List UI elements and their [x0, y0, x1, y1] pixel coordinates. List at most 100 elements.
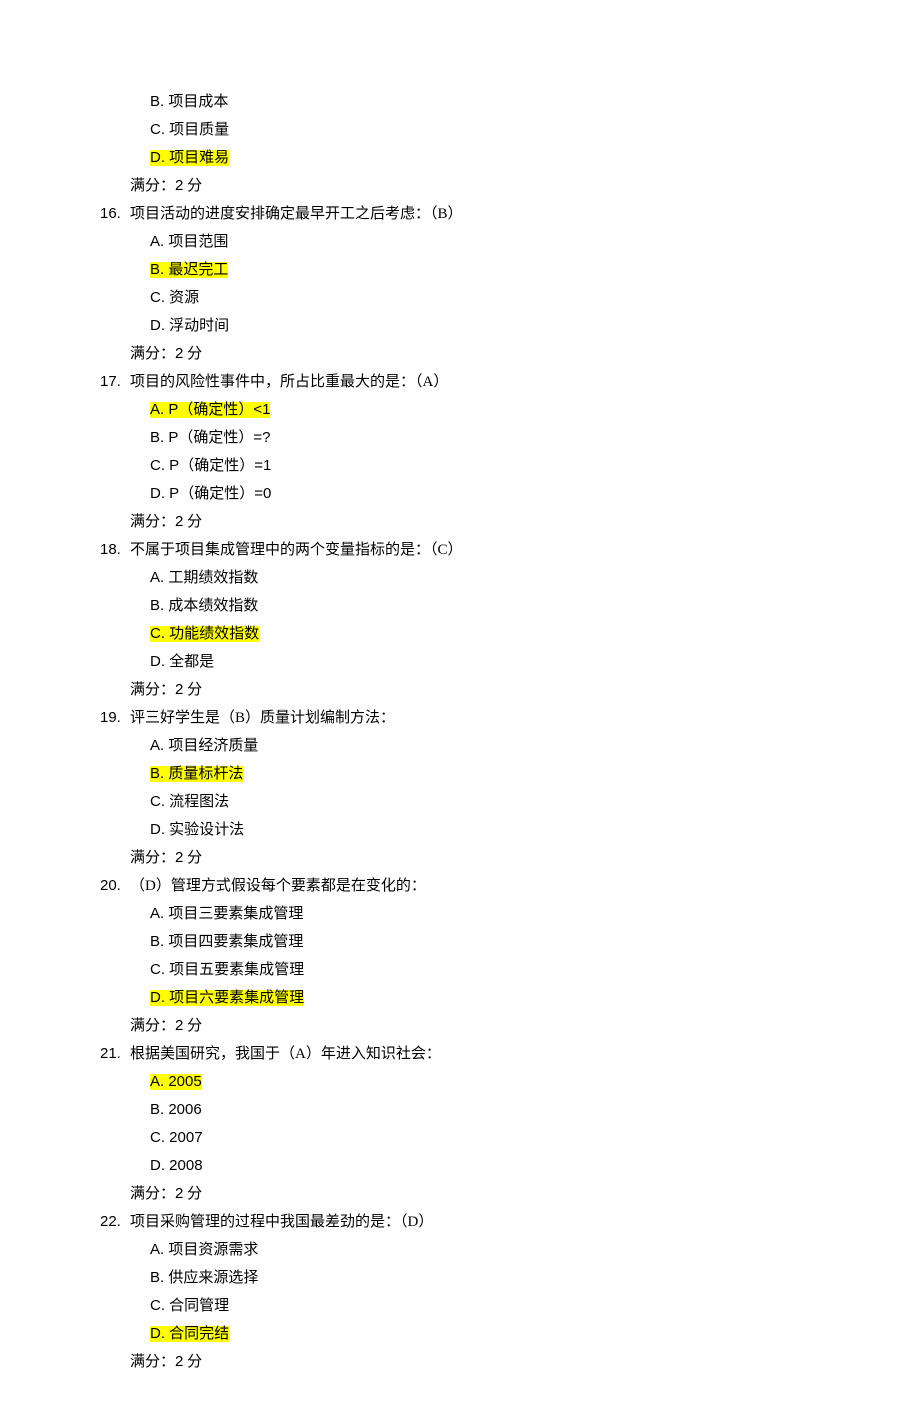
question-stem: 21. 根据美国研究，我国于（A）年进入知识社会： — [100, 1040, 920, 1068]
option-label: D. — [150, 989, 169, 1006]
option-label: B. — [150, 261, 168, 278]
option-text: 项目四要素集成管理 — [168, 934, 303, 950]
option: D. 项目难易 — [100, 144, 920, 172]
option: A. 项目三要素集成管理 — [100, 900, 920, 928]
question-stem: 17. 项目的风险性事件中，所占比重最大的是：（A） — [100, 368, 920, 396]
score-line: 满分：2 分 — [100, 172, 920, 200]
option: D. 浮动时间 — [100, 312, 920, 340]
option-label: B. — [150, 429, 168, 446]
option-text: 实验设计法 — [169, 822, 244, 838]
question-stem: 22. 项目采购管理的过程中我国最差劲的是：（D） — [100, 1208, 920, 1236]
option-label: A. — [150, 1073, 168, 1090]
score-line: 满分：2 分 — [100, 1012, 920, 1040]
option-label: B. — [150, 1269, 168, 1286]
option: B. 供应来源选择 — [100, 1264, 920, 1292]
question-number: 20. — [100, 872, 130, 899]
option-text: 浮动时间 — [169, 318, 229, 334]
option-label: D. — [150, 1157, 169, 1174]
option: D. P（确定性）=0 — [100, 480, 920, 508]
option-text: P（确定性）=1 — [169, 458, 271, 474]
option: B. 最迟完工 — [100, 256, 920, 284]
question-number: 22. — [100, 1208, 130, 1235]
option-label: D. — [150, 485, 169, 502]
option-label: C. — [150, 793, 169, 810]
option: B. 质量标杆法 — [100, 760, 920, 788]
option-label: D. — [150, 317, 169, 334]
question-text: 项目活动的进度安排确定最早开工之后考虑：（B） — [130, 206, 463, 222]
question-number: 18. — [100, 536, 130, 563]
option: A. 项目资源需求 — [100, 1236, 920, 1264]
question-text: （D）管理方式假设每个要素都是在变化的： — [130, 878, 426, 894]
option: D. 全都是 — [100, 648, 920, 676]
option: C. P（确定性）=1 — [100, 452, 920, 480]
document-body: B. 项目成本C. 项目质量D. 项目难易满分：2 分16. 项目活动的进度安排… — [100, 88, 920, 1376]
option: A. 工期绩效指数 — [100, 564, 920, 592]
option: B. 2006 — [100, 1096, 920, 1124]
option-label: A. — [150, 401, 168, 418]
option-label: C. — [150, 121, 169, 138]
option-label: B. — [150, 765, 168, 782]
score-line: 满分：2 分 — [100, 1348, 920, 1376]
option: B. 项目成本 — [100, 88, 920, 116]
option-text: 项目资源需求 — [168, 1242, 258, 1258]
question-text: 评三好学生是（B）质量计划编制方法： — [130, 710, 395, 726]
score-line: 满分：2 分 — [100, 508, 920, 536]
option-label: D. — [150, 653, 169, 670]
option: C. 项目五要素集成管理 — [100, 956, 920, 984]
option: D. 2008 — [100, 1152, 920, 1180]
score-line: 满分：2 分 — [100, 1180, 920, 1208]
question-number: 21. — [100, 1040, 130, 1067]
score-line: 满分：2 分 — [100, 844, 920, 872]
option-text: 工期绩效指数 — [168, 570, 258, 586]
question-stem: 20. （D）管理方式假设每个要素都是在变化的： — [100, 872, 920, 900]
question-number: 19. — [100, 704, 130, 731]
option-text: 2005 — [168, 1074, 201, 1090]
option-label: A. — [150, 737, 168, 754]
option: D. 实验设计法 — [100, 816, 920, 844]
option-text: 供应来源选择 — [168, 1270, 258, 1286]
option: A. P（确定性）<1 — [100, 396, 920, 424]
option-text: 项目质量 — [169, 122, 229, 138]
option-text: 项目范围 — [168, 234, 228, 250]
option-text: 项目成本 — [168, 94, 228, 110]
option-text: P（确定性）=0 — [169, 486, 271, 502]
option: B. 成本绩效指数 — [100, 592, 920, 620]
option: A. 项目经济质量 — [100, 732, 920, 760]
option-label: B. — [150, 597, 168, 614]
option: D. 合同完结 — [100, 1320, 920, 1348]
option-text: 最迟完工 — [168, 262, 228, 278]
option-text: 合同完结 — [169, 1326, 229, 1342]
question-text: 项目的风险性事件中，所占比重最大的是：（A） — [130, 374, 448, 390]
option-label: C. — [150, 1129, 169, 1146]
option: A. 项目范围 — [100, 228, 920, 256]
question-stem: 19. 评三好学生是（B）质量计划编制方法： — [100, 704, 920, 732]
option-text: P（确定性）=? — [168, 430, 270, 446]
option: B. P（确定性）=? — [100, 424, 920, 452]
option: B. 项目四要素集成管理 — [100, 928, 920, 956]
score-line: 满分：2 分 — [100, 676, 920, 704]
option-label: D. — [150, 149, 169, 166]
question-text: 不属于项目集成管理中的两个变量指标的是：（C） — [130, 542, 463, 558]
option-text: 功能绩效指数 — [169, 626, 259, 642]
question-stem: 16. 项目活动的进度安排确定最早开工之后考虑：（B） — [100, 200, 920, 228]
option-text: 项目难易 — [169, 150, 229, 166]
option: C. 功能绩效指数 — [100, 620, 920, 648]
option-text: 成本绩效指数 — [168, 598, 258, 614]
score-line: 满分：2 分 — [100, 340, 920, 368]
option-text: 2008 — [169, 1158, 202, 1174]
option-label: C. — [150, 625, 169, 642]
question-number: 17. — [100, 368, 130, 395]
option-label: C. — [150, 1297, 169, 1314]
option-text: 资源 — [169, 290, 199, 306]
option-text: P（确定性）<1 — [168, 402, 270, 418]
option-text: 2006 — [168, 1102, 201, 1118]
option: C. 合同管理 — [100, 1292, 920, 1320]
option-text: 项目三要素集成管理 — [168, 906, 303, 922]
option-text: 2007 — [169, 1130, 202, 1146]
option-label: C. — [150, 289, 169, 306]
question-number: 16. — [100, 200, 130, 227]
option: C. 项目质量 — [100, 116, 920, 144]
option-label: D. — [150, 1325, 169, 1342]
option-text: 合同管理 — [169, 1298, 229, 1314]
option-text: 质量标杆法 — [168, 766, 243, 782]
